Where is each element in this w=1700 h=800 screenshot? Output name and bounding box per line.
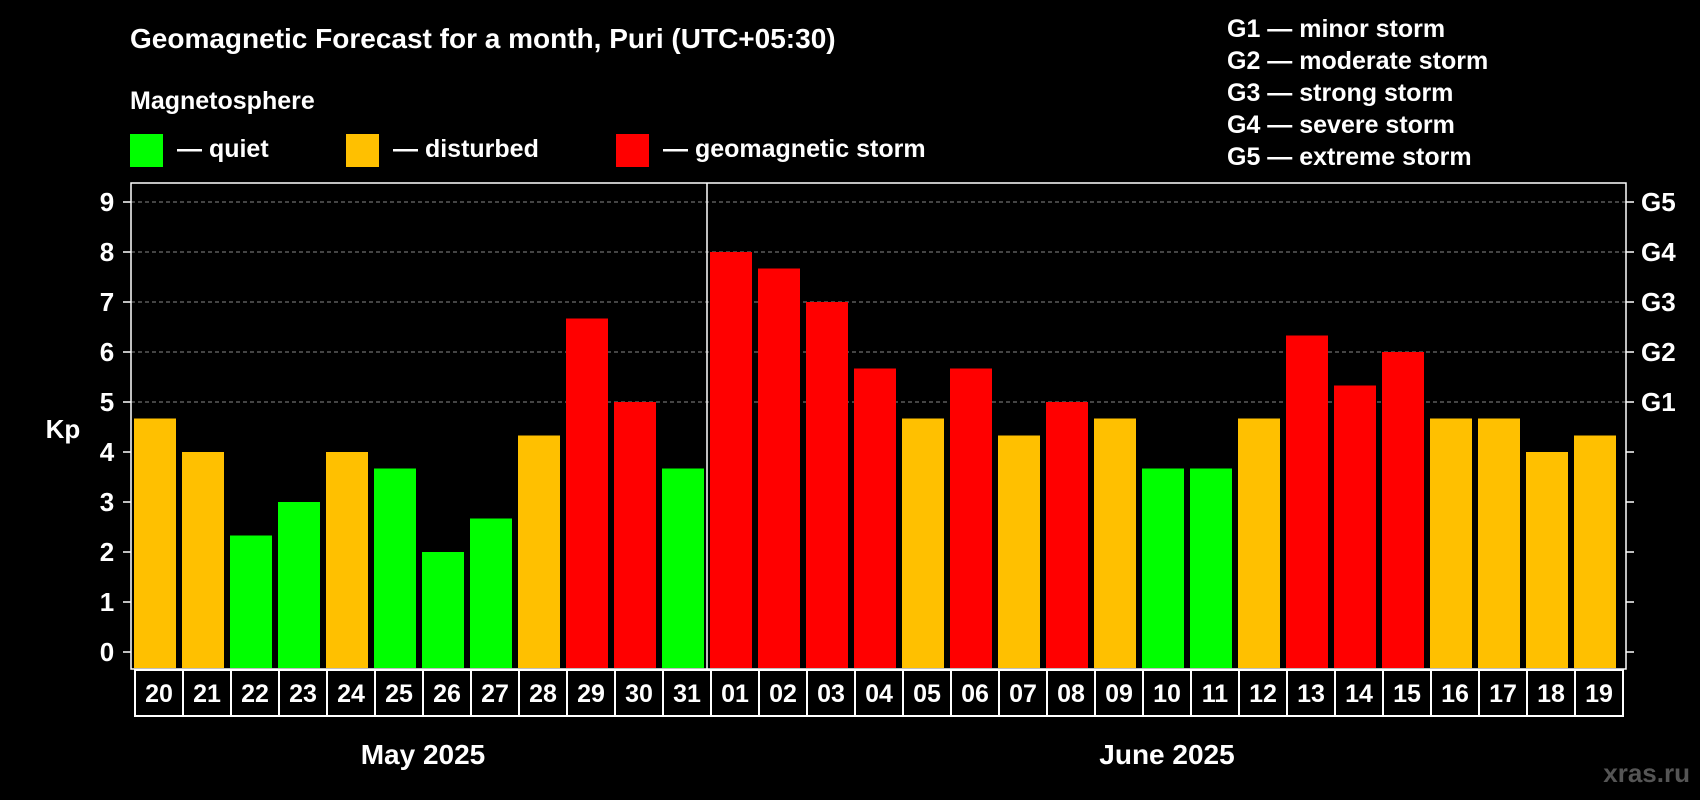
legend-swatch-disturbed — [346, 134, 379, 167]
day-label-24: 24 — [337, 680, 365, 708]
day-label-20: 20 — [145, 680, 173, 708]
bar-25 — [374, 468, 416, 668]
y-tick-label-6: 6 — [100, 337, 114, 367]
legend-swatch-storm — [616, 134, 649, 167]
bar-11 — [1190, 468, 1232, 668]
day-label-21: 21 — [193, 680, 221, 708]
bar-31 — [662, 468, 704, 668]
g-level-label-g2: G2 — [1641, 337, 1676, 367]
legend-label-storm: — geomagnetic storm — [663, 135, 926, 163]
day-label-17: 17 — [1489, 680, 1517, 708]
y-tick-label-2: 2 — [100, 537, 114, 567]
bar-13 — [1286, 335, 1328, 668]
day-label-02: 02 — [769, 680, 797, 708]
bar-19 — [1574, 435, 1616, 668]
g-level-label-g5: G5 — [1641, 187, 1676, 217]
day-label-30: 30 — [625, 680, 653, 708]
day-label-27: 27 — [481, 680, 509, 708]
bar-02 — [758, 268, 800, 668]
g-scale-g5: G5 — extreme storm — [1227, 143, 1472, 171]
day-label-08: 08 — [1057, 680, 1085, 708]
day-label-28: 28 — [529, 680, 557, 708]
bars-layer — [134, 252, 1616, 668]
bar-12 — [1238, 418, 1280, 668]
brand-watermark: xras.ru — [1603, 758, 1690, 788]
day-label-29: 29 — [577, 680, 605, 708]
g-level-label-g3: G3 — [1641, 287, 1676, 317]
bar-26 — [422, 552, 464, 668]
day-label-09: 09 — [1105, 680, 1133, 708]
bar-07 — [998, 435, 1040, 668]
y-tick-label-5: 5 — [100, 387, 114, 417]
y-tick-label-3: 3 — [100, 487, 114, 517]
day-axis-box — [134, 669, 1624, 717]
legend-label-quiet: — quiet — [177, 135, 269, 163]
y-axis-label: Kp — [46, 414, 81, 444]
day-label-26: 26 — [433, 680, 461, 708]
day-label-14: 14 — [1345, 680, 1373, 708]
g-scale-g4: G4 — severe storm — [1227, 111, 1455, 139]
axes-layer — [123, 182, 1634, 717]
g-scale-g1: G1 — minor storm — [1227, 15, 1445, 43]
bar-21 — [182, 452, 224, 668]
y-tick-label-7: 7 — [100, 287, 114, 317]
chart-title: Geomagnetic Forecast for a month, Puri (… — [130, 23, 836, 54]
y-tick-label-4: 4 — [100, 437, 115, 467]
day-label-19: 19 — [1585, 680, 1613, 708]
day-label-15: 15 — [1393, 680, 1421, 708]
day-label-07: 07 — [1009, 680, 1037, 708]
bar-27 — [470, 518, 512, 668]
bar-01 — [710, 252, 752, 668]
day-label-03: 03 — [817, 680, 845, 708]
day-label-23: 23 — [289, 680, 317, 708]
bar-16 — [1430, 418, 1472, 668]
bar-18 — [1526, 452, 1568, 668]
day-label-10: 10 — [1153, 680, 1181, 708]
bar-28 — [518, 435, 560, 668]
month-label-1: June 2025 — [1099, 739, 1234, 770]
y-tick-label-9: 9 — [100, 187, 114, 217]
day-label-25: 25 — [385, 680, 413, 708]
g-level-label-g1: G1 — [1641, 387, 1676, 417]
bar-03 — [806, 302, 848, 668]
bar-17 — [1478, 418, 1520, 668]
day-label-05: 05 — [913, 680, 941, 708]
legend-title: Magnetosphere — [130, 87, 315, 115]
y-tick-label-1: 1 — [100, 587, 114, 617]
bar-09 — [1094, 418, 1136, 668]
bar-29 — [566, 318, 608, 668]
bar-14 — [1334, 385, 1376, 668]
day-label-13: 13 — [1297, 680, 1325, 708]
day-label-22: 22 — [241, 680, 269, 708]
bar-22 — [230, 535, 272, 668]
y-tick-label-0: 0 — [100, 637, 114, 667]
g-scale-g2: G2 — moderate storm — [1227, 47, 1488, 75]
bar-04 — [854, 368, 896, 668]
bar-23 — [278, 502, 320, 668]
day-label-06: 06 — [961, 680, 989, 708]
bar-24 — [326, 452, 368, 668]
day-label-18: 18 — [1537, 680, 1565, 708]
day-label-01: 01 — [721, 680, 749, 708]
month-label-0: May 2025 — [361, 739, 486, 770]
bar-30 — [614, 402, 656, 668]
bar-20 — [134, 418, 176, 668]
day-label-31: 31 — [673, 680, 701, 708]
day-label-16: 16 — [1441, 680, 1469, 708]
g-level-label-g4: G4 — [1641, 237, 1676, 267]
day-label-11: 11 — [1202, 680, 1229, 708]
day-label-12: 12 — [1249, 680, 1277, 708]
bar-15 — [1382, 352, 1424, 668]
legend-swatch-quiet — [130, 134, 163, 167]
g-scale-g3: G3 — strong storm — [1227, 79, 1453, 107]
day-label-04: 04 — [865, 680, 893, 708]
bar-05 — [902, 418, 944, 668]
bar-10 — [1142, 468, 1184, 668]
bar-06 — [950, 368, 992, 668]
bar-08 — [1046, 402, 1088, 668]
y-tick-label-8: 8 — [100, 237, 114, 267]
legend-label-disturbed: — disturbed — [393, 135, 539, 163]
